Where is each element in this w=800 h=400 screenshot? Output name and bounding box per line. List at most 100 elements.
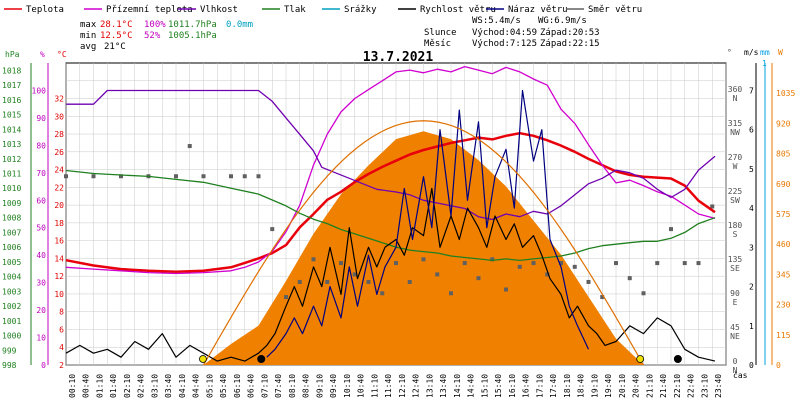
wind-direction-dot [174, 174, 178, 179]
direction-tick-label: NE [730, 332, 740, 341]
percent-tick-label: 0 [41, 361, 46, 370]
time-tick-label: 21:40 [659, 374, 668, 398]
sunset-marker [636, 355, 645, 363]
time-tick-label: 01:40 [109, 374, 118, 398]
time-tick-label: 17:10 [535, 374, 544, 398]
stats-panel: max 28.1°C 100% 1011.7hPa 0.0mm min 12.5… [80, 16, 600, 52]
legend-label: Náraz větru [508, 5, 568, 15]
percent-tick-label: 30 [36, 279, 46, 288]
wind-direction-dot [64, 174, 68, 179]
legend-label: Rychlost větru [420, 5, 496, 15]
tlak-line [65, 169, 716, 262]
hpa-tick-label: 1010 [2, 184, 21, 193]
wind-tick-label: 5 [749, 165, 754, 174]
wind-direction-dot [366, 279, 371, 284]
stat-avg-temp: 21°C [104, 42, 126, 52]
time-tick-label: 20:40 [632, 374, 641, 398]
wind-direction-dot [627, 276, 632, 281]
wind-direction-dot [655, 261, 660, 266]
direction-tick-deg: 180 [728, 221, 743, 230]
chart-legend: Teplota Přízemní teplota Vlhkost Tlak Srážky… [4, 5, 642, 15]
celsius-tick-label: 16 [54, 237, 64, 246]
solar-tick-label: 690 [776, 180, 791, 189]
time-tick-label: 07:40 [274, 374, 283, 398]
wind-direction-dot [325, 279, 330, 284]
hpa-tick-label: 1014 [2, 125, 21, 134]
wind-tick-label: 4 [749, 204, 754, 213]
time-tick-label: 15:10 [480, 374, 489, 398]
stat-sun-rise: Východ:04:59 [472, 28, 537, 38]
percent-unit-label: % [40, 50, 45, 59]
celsius-tick-label: 30 [54, 112, 64, 121]
stat-min-press: 1005.1hPa [168, 31, 217, 41]
wind-direction-dot [270, 227, 275, 232]
stat-max-hum: 100% [144, 20, 166, 30]
wind-direction-dot [531, 261, 536, 266]
hpa-tick-label: 1001 [2, 317, 21, 326]
wind-direction-dot [339, 261, 343, 266]
time-tick-label: 17:40 [549, 374, 558, 398]
time-tick-label: 10:10 [343, 374, 352, 398]
hpa-tick-label: 1008 [2, 214, 21, 223]
direction-tick-label: S [733, 230, 738, 239]
legend-label: Teplota [26, 5, 64, 15]
time-tick-label: 22:10 [673, 374, 682, 398]
time-tick-label: 05:40 [219, 374, 228, 398]
time-tick-label: 09:10 [315, 374, 324, 398]
solar-tick-label: 575 [776, 210, 791, 219]
time-tick-label: 14:10 [453, 374, 462, 398]
time-tick-label: 20:10 [618, 374, 627, 398]
hpa-tick-label: 999 [2, 346, 17, 355]
time-tick-label: 19:10 [590, 374, 599, 398]
wind-direction-dot [421, 257, 426, 262]
celsius-tick-label: 6 [59, 325, 64, 334]
time-tick-label: 00:10 [68, 374, 77, 398]
celsius-tick-label: 8 [59, 308, 64, 317]
time-tick-label: 02:10 [123, 374, 132, 398]
moonset-marker [673, 355, 682, 363]
wind-direction-dot [545, 272, 550, 277]
stat-min-temp: 12.5°C [100, 31, 133, 41]
legend-label: Srážky [344, 5, 377, 15]
direction-tick-label: N [733, 366, 738, 375]
n-raz-v-tru-line [266, 89, 590, 358]
wind-direction-dot [380, 291, 385, 296]
wind-direction-dot [710, 204, 715, 209]
time-tick-label: 03:40 [164, 374, 173, 398]
wind-unit-label: m/s [744, 48, 759, 57]
wind-tick-label: 6 [749, 126, 754, 135]
hpa-tick-label: 1018 [2, 66, 21, 75]
time-tick-label: 13:10 [425, 374, 434, 398]
wind-direction-dot [311, 257, 316, 262]
hpa-tick-label: 998 [2, 361, 17, 370]
time-tick-label: 14:40 [467, 374, 476, 398]
time-tick-label: 16:10 [508, 374, 517, 398]
time-tick-label: 12:10 [398, 374, 407, 398]
stat-ws: WS:5.4m/s [472, 16, 521, 26]
hpa-tick-label: 1002 [2, 302, 21, 311]
direction-tick-deg: 225 [728, 187, 743, 196]
p-zemn-teplota-line [65, 65, 716, 275]
solar-tick-label: 345 [776, 270, 791, 279]
solar-tick-label: 0 [776, 361, 781, 370]
wind-direction-dot [476, 276, 481, 281]
stat-max-temp: 28.1°C [100, 20, 133, 30]
time-tick-label: 03:10 [150, 374, 159, 398]
legend-label: Přízemní teplota [106, 5, 193, 15]
direction-tick-label: E [733, 298, 738, 307]
solar-clear-sky-line [202, 120, 645, 366]
stat-min-label: min [80, 31, 96, 41]
time-tick-label: 05:10 [205, 374, 214, 398]
rain-unit-label: mm [760, 48, 770, 57]
direction-tick-deg: 315 [728, 119, 743, 128]
time-tick-label: 15:40 [494, 374, 503, 398]
sunrise-marker [199, 355, 207, 363]
wind-tick-label: 7 [749, 86, 754, 95]
time-tick-label: 08:40 [302, 374, 311, 398]
celsius-tick-label: 12 [54, 272, 64, 281]
percent-tick-label: 60 [36, 196, 46, 205]
solar-tick-label: 115 [776, 331, 791, 340]
hpa-tick-label: 1006 [2, 243, 21, 252]
wind-tick-label: 0 [749, 361, 754, 370]
